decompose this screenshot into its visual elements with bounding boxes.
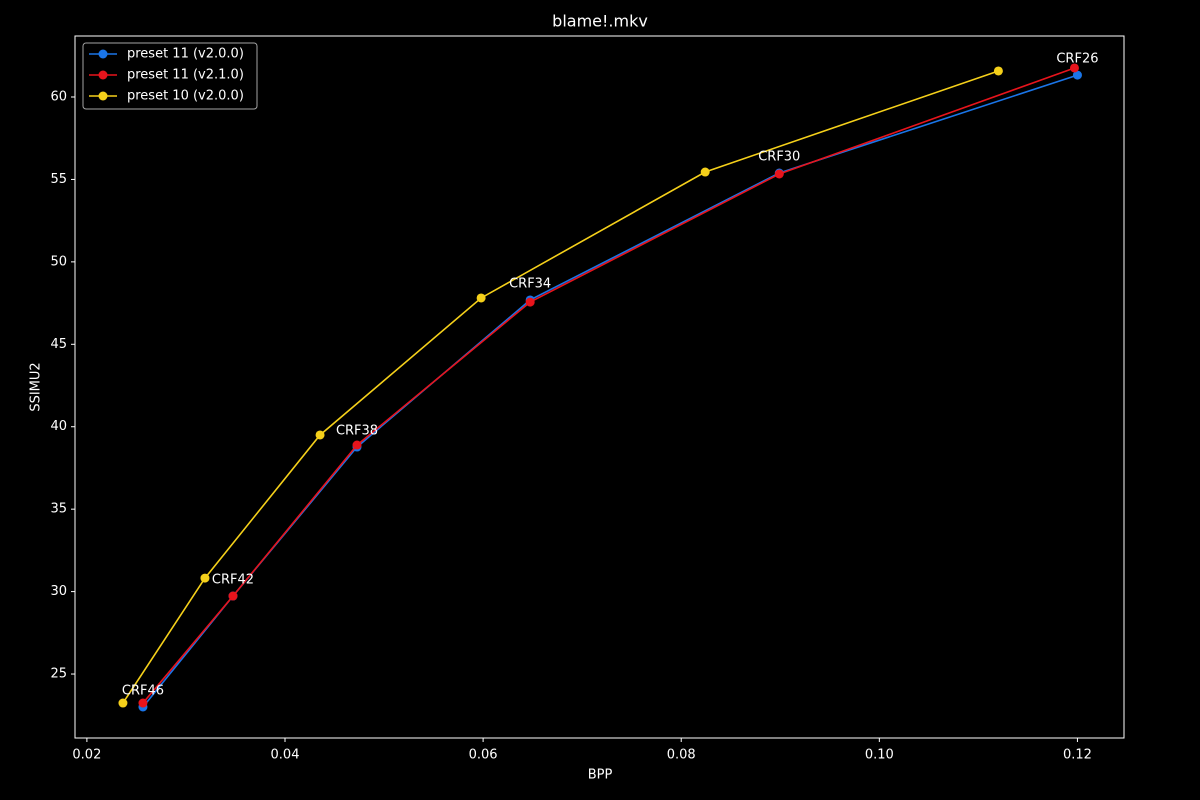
- data-point: [525, 297, 535, 307]
- y-tick-label: 55: [50, 172, 67, 187]
- x-axis-label: BPP: [588, 768, 613, 783]
- y-tick-label: 25: [50, 667, 67, 682]
- data-point: [138, 698, 148, 708]
- data-point: [1072, 70, 1082, 80]
- legend-box: [82, 42, 258, 110]
- x-tick-label: 0.12: [1063, 748, 1092, 763]
- annotation: CRF26: [1056, 52, 1098, 67]
- data-point: [774, 169, 784, 179]
- x-tick-label: 0.04: [271, 748, 300, 763]
- chart-title: blame!.mkv: [552, 12, 648, 31]
- y-axis-label: SSIMU2: [29, 362, 44, 411]
- annotation: CRF34: [509, 276, 551, 291]
- legend-label: preset 11 (v2.1.0): [127, 68, 244, 83]
- annotation: CRF30: [758, 150, 800, 165]
- legend-label: preset 10 (v2.0.0): [127, 89, 244, 104]
- legend-marker: [98, 70, 108, 80]
- y-tick-label: 50: [50, 254, 67, 269]
- data-point: [118, 698, 128, 708]
- data-point: [228, 591, 238, 601]
- y-tick-label: 45: [50, 337, 67, 352]
- annotation: CRF38: [336, 424, 378, 439]
- x-tick-label: 0.08: [667, 748, 696, 763]
- x-tick-label: 0.10: [865, 748, 894, 763]
- y-tick-label: 40: [50, 419, 67, 434]
- y-tick-label: 35: [50, 502, 67, 517]
- x-tick-label: 0.02: [72, 748, 101, 763]
- data-point: [1069, 63, 1079, 73]
- plot-frame: [74, 35, 1125, 739]
- series-line: [142, 74, 1078, 708]
- annotation: CRF46: [122, 684, 164, 699]
- series-line: [142, 67, 1075, 704]
- legend-marker: [98, 91, 108, 101]
- x-tick-label: 0.06: [469, 748, 498, 763]
- data-point: [352, 440, 362, 450]
- data-point: [476, 293, 486, 303]
- legend-marker: [98, 49, 108, 59]
- annotation: CRF42: [212, 573, 254, 588]
- y-tick-label: 60: [50, 90, 67, 105]
- legend-label: preset 11 (v2.0.0): [127, 47, 244, 62]
- data-point: [315, 430, 325, 440]
- series-line: [122, 70, 999, 704]
- data-point: [993, 66, 1003, 76]
- data-point: [200, 573, 210, 583]
- y-tick-label: 30: [50, 584, 67, 599]
- data-point: [700, 167, 710, 177]
